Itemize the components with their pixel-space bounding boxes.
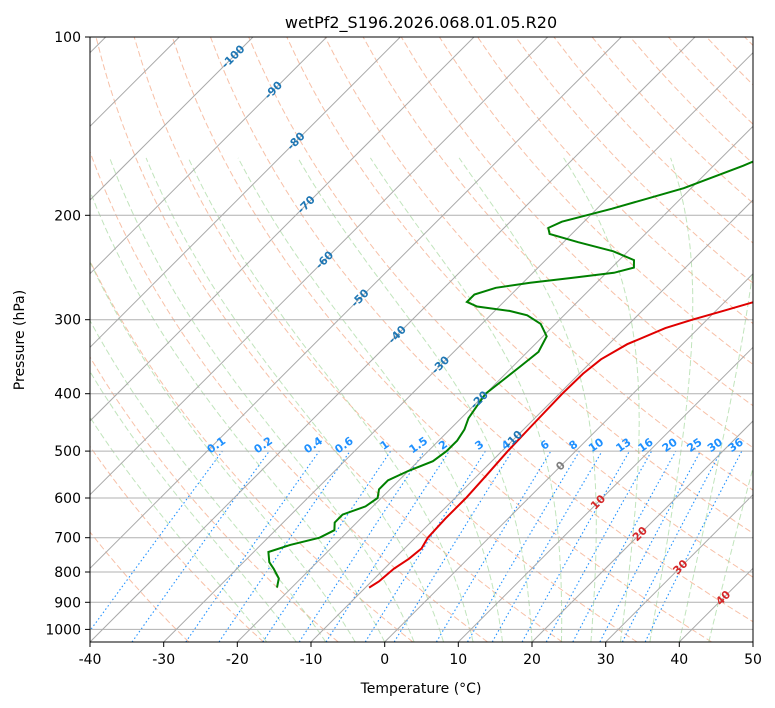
isotherm-line	[236, 125, 753, 642]
y-tick-label: 400	[54, 387, 81, 403]
mixing-ratio-line	[131, 450, 270, 642]
x-tick-label: 40	[670, 652, 688, 668]
mixing-ratio-line	[545, 450, 653, 642]
profiles	[267, 160, 753, 589]
mixing-ratio-lines	[90, 450, 743, 642]
plot-frame	[89, 36, 754, 643]
dry-adiabat	[90, 531, 190, 642]
y-tick-label: 300	[54, 313, 81, 329]
dry-adiabat	[438, 37, 753, 366]
isotherm-line	[90, 37, 328, 275]
mixing-ratio-line	[90, 450, 223, 632]
x-tick-label: 30	[597, 652, 615, 668]
y-tick-label: 1000	[45, 622, 81, 638]
mixing-ratio-line	[644, 450, 743, 642]
moist-adiabat	[109, 157, 415, 642]
dry-adiabat	[90, 356, 339, 642]
y-tick-label: 100	[54, 30, 81, 46]
x-tick-label: 10	[449, 652, 467, 668]
mixing-ratio-line	[218, 450, 351, 642]
y-tick-label: 800	[54, 565, 81, 581]
moist-adiabat	[90, 189, 386, 642]
dry-adiabat	[248, 37, 753, 578]
y-tick-label: 200	[54, 208, 81, 224]
mixing-ratio-line	[262, 450, 392, 642]
isotherm-grid	[90, 37, 753, 642]
y-axis: 100 200 300 400 500 600 700 800 900 1000	[45, 30, 90, 638]
isotherm-line	[90, 37, 401, 349]
isotherm-line	[531, 420, 753, 642]
mixing-ratio-line	[393, 450, 513, 642]
dry-adiabat	[171, 37, 712, 642]
isotherm-line	[90, 37, 254, 201]
mixing-ratio-line	[572, 450, 677, 642]
isotherm-line	[90, 37, 549, 496]
isotherm-line	[90, 37, 696, 642]
isotherm-line	[457, 346, 753, 642]
isotherm-line	[384, 272, 753, 642]
dry-adiabat	[210, 37, 753, 623]
x-tick-label: -20	[226, 652, 249, 668]
mixing-ratio-line	[185, 450, 320, 642]
y-tick-label: 700	[54, 531, 81, 547]
x-tick-label: 50	[744, 652, 762, 668]
x-tick-label: -30	[152, 652, 175, 668]
mixing-ratio-line	[298, 450, 425, 642]
dewpoint-profile-line	[267, 160, 753, 588]
isotherm-line	[163, 51, 753, 642]
background-lines	[90, 37, 753, 642]
x-tick-label: -10	[300, 652, 323, 668]
dry-adiabat	[133, 37, 638, 642]
isobar-grid	[90, 37, 753, 630]
y-tick-label: 900	[54, 595, 81, 611]
x-tick-label: 20	[523, 652, 541, 668]
y-tick-label: 500	[54, 444, 81, 460]
dry-adiabat	[90, 445, 264, 642]
x-tick-label: 0	[380, 652, 389, 668]
y-tick-label: 600	[54, 491, 81, 507]
isotherm-line	[605, 493, 753, 642]
dry-adiabat	[400, 37, 753, 407]
dry-adiabat	[515, 37, 753, 284]
mixing-ratio-line	[325, 450, 450, 642]
isotherm-line	[90, 37, 475, 422]
dry-adiabat	[90, 150, 488, 642]
isotherm-line	[90, 37, 622, 570]
y-axis-label: Pressure (hPa)	[12, 290, 28, 390]
chart-title: wetPf2_S196.2026.068.01.05.R20	[285, 13, 557, 33]
plot-area	[90, 37, 753, 642]
x-axis: -40 -30 -20 -10 0 10 20 30 40 50	[79, 642, 762, 668]
isotherm-line	[310, 199, 753, 642]
temperature-profile-line	[368, 301, 753, 589]
mixing-ratio-line	[521, 450, 630, 642]
x-tick-label: -40	[79, 652, 102, 668]
x-axis-label: Temperature (°C)	[360, 681, 482, 697]
dry-adiabats	[90, 37, 753, 642]
dry-adiabat	[95, 37, 563, 642]
